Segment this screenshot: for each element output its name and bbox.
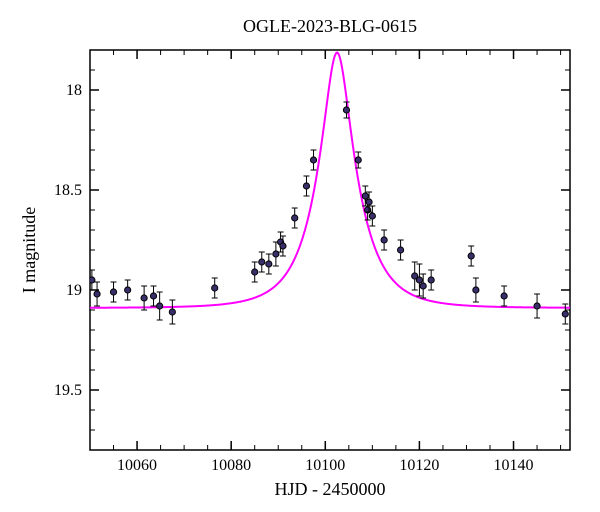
- y-tick-label: 19.5: [54, 382, 82, 399]
- data-point: [381, 237, 387, 243]
- data-point: [303, 183, 309, 189]
- y-tick-label: 18: [66, 82, 82, 99]
- data-point: [534, 303, 540, 309]
- data-point: [125, 287, 131, 293]
- y-tick-label: 18.5: [54, 182, 82, 199]
- y-tick-label: 19: [66, 282, 82, 299]
- data-point: [310, 157, 316, 163]
- data-point: [157, 303, 163, 309]
- data-point: [252, 269, 258, 275]
- data-point: [366, 199, 372, 205]
- data-point: [212, 285, 218, 291]
- data-point: [169, 309, 175, 315]
- data-point: [150, 293, 156, 299]
- x-tick-label: 10140: [494, 457, 534, 474]
- chart-title: OGLE-2023-BLG-0615: [243, 16, 417, 36]
- data-point: [343, 107, 349, 113]
- data-point: [369, 213, 375, 219]
- data-point: [397, 247, 403, 253]
- data-point: [362, 193, 368, 199]
- data-point: [473, 287, 479, 293]
- data-point: [355, 157, 361, 163]
- data-point: [94, 291, 100, 297]
- data-point: [280, 243, 286, 249]
- data-point: [110, 289, 116, 295]
- data-point: [292, 215, 298, 221]
- lightcurve-chart: 10060 10080 10100 10120 10140 18 18.5 19 19.5 OGL…: [0, 0, 600, 512]
- x-tick-label: 10100: [305, 457, 345, 474]
- x-tick-label: 10120: [399, 457, 439, 474]
- data-point: [416, 277, 422, 283]
- data-point: [468, 253, 474, 259]
- y-axis-label: I magnitude: [19, 207, 39, 293]
- model-curve: [90, 52, 570, 307]
- data-point: [141, 295, 147, 301]
- data-point: [562, 311, 568, 317]
- data-point: [501, 293, 507, 299]
- x-axis-label: HJD - 2450000: [275, 479, 386, 499]
- x-tick-label: 10080: [211, 457, 251, 474]
- data-point: [428, 277, 434, 283]
- data-point: [420, 283, 426, 289]
- x-tick-label: 10060: [117, 457, 157, 474]
- data-point: [259, 259, 265, 265]
- data-point: [266, 261, 272, 267]
